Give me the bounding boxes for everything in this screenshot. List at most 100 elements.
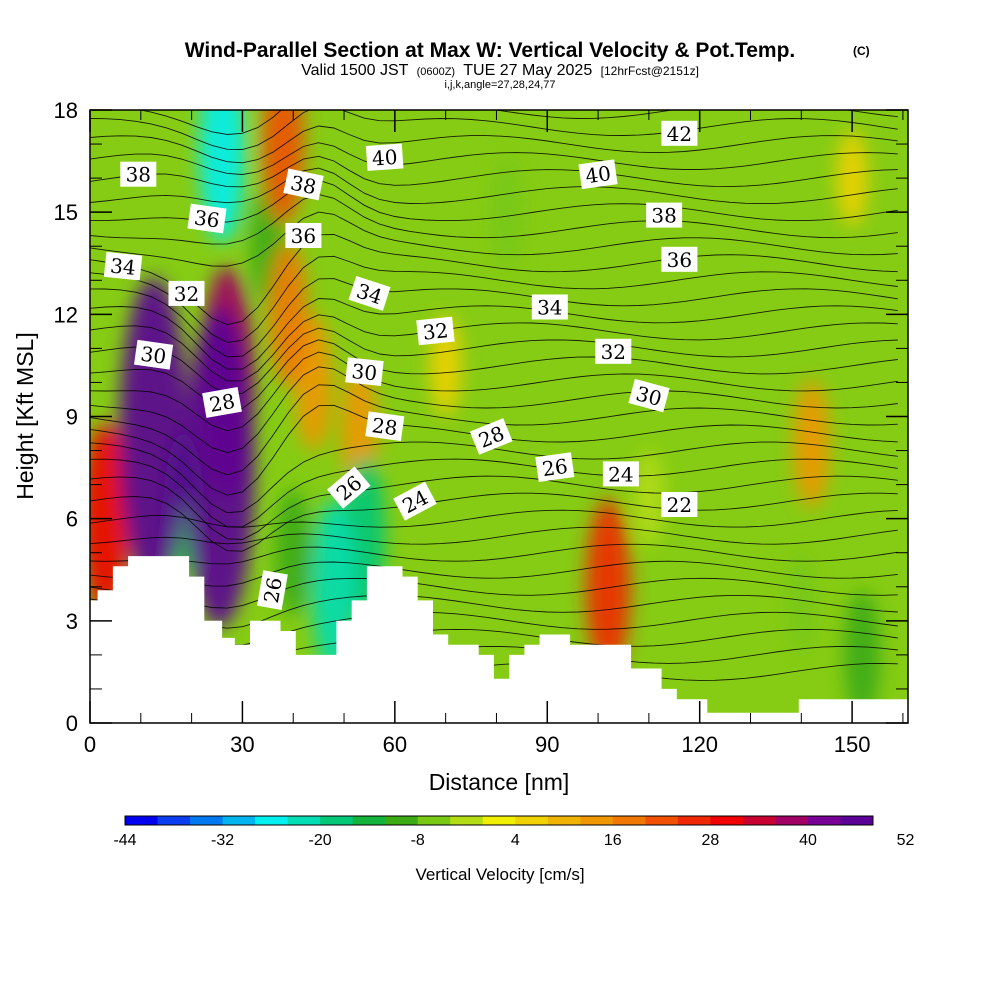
contour-label: 30 — [628, 378, 670, 413]
contour-label: 36 — [285, 223, 322, 248]
contour-label-box — [628, 378, 670, 413]
contour-label-text: 38 — [126, 163, 151, 187]
contour-label-box — [595, 338, 632, 364]
contour-label-box — [365, 411, 405, 442]
colorbar-swatch — [547, 816, 581, 825]
colorbar-swatch — [612, 816, 646, 825]
isentrope-line — [90, 492, 898, 552]
colorbar: -44 -32 -20 -8 4 16 28 40 52 — [113, 815, 915, 849]
contour-label-text: 26 — [541, 454, 570, 481]
colorbar-swatch — [157, 816, 191, 825]
isentrope-line — [90, 142, 898, 175]
x-tick-label: 0 — [84, 732, 96, 757]
valid-utc: (0600Z) — [417, 66, 456, 78]
contour-label: 26 — [535, 452, 575, 482]
contour-label: 38 — [120, 161, 157, 187]
colorbar-tick-label: 52 — [897, 832, 915, 849]
isentrope-line — [90, 314, 898, 382]
contour-label-box — [283, 168, 324, 201]
contour-label-text: 38 — [651, 204, 676, 228]
contour-label-box — [103, 251, 143, 281]
contour-label: 28 — [202, 386, 242, 418]
contour-label-text: 38 — [288, 171, 318, 200]
contour-label: 32 — [168, 280, 205, 306]
colorbar-swatch — [710, 816, 744, 825]
y-tick-label: 0 — [66, 711, 78, 736]
contour-label: 36 — [187, 203, 227, 234]
isentrope-line — [90, 255, 898, 343]
colorbar-swatch — [417, 816, 451, 825]
contour-label-text: 30 — [139, 342, 168, 369]
isentrope-line — [90, 560, 898, 587]
updraft-cell — [262, 110, 305, 225]
contour-label-text: 32 — [601, 340, 626, 364]
isentrope-line — [90, 475, 898, 540]
updraft-cell — [585, 498, 631, 675]
contour-label-box — [168, 280, 205, 306]
contour-label-box — [120, 161, 157, 187]
colorbar-swatch — [677, 816, 711, 825]
colorbar-swatch — [352, 816, 386, 825]
contour-label-text: 22 — [667, 493, 692, 517]
contour-label-text: 36 — [291, 224, 316, 248]
x-tick-label: 150 — [834, 732, 871, 757]
contour-label-text: 34 — [537, 296, 562, 320]
contour-label-box — [345, 357, 384, 387]
y-tick-label: 3 — [66, 609, 78, 634]
colorbar-swatch — [190, 816, 224, 825]
plot-area — [90, 110, 908, 723]
chart-subtitle: Valid 1500 JST (0600Z) TUE 27 May 2025 [… — [301, 62, 699, 79]
colorbar-tick-label: 4 — [511, 832, 520, 849]
contour-label-box — [256, 570, 288, 611]
y-axis-title: Height [Kft MSL] — [12, 332, 38, 499]
contour-label: 26 — [256, 570, 288, 611]
isentrope-line — [90, 577, 898, 609]
contour-label: 24 — [602, 461, 639, 487]
colorbar-tick-label: 16 — [604, 832, 622, 849]
contour-label: 34 — [103, 251, 143, 281]
isentrope-line — [90, 167, 898, 205]
updraft-cell — [119, 277, 188, 590]
contour-label: 32 — [416, 316, 455, 346]
colorbar-swatch — [515, 816, 549, 825]
contour-label-box — [393, 481, 437, 521]
isentrope-line — [90, 509, 898, 528]
contour-label-text: 32 — [422, 318, 450, 345]
contour-label-text: 30 — [350, 359, 378, 386]
contour-label-box — [365, 143, 404, 171]
isentrope-line — [90, 234, 898, 326]
isentrope-line — [90, 366, 898, 454]
colorbar-swatch — [385, 816, 419, 825]
contour-label-box — [578, 159, 618, 190]
contour-label-text: 36 — [667, 248, 692, 272]
terrain — [90, 556, 908, 723]
isentrope-line — [90, 155, 898, 188]
contour-label-box — [134, 339, 174, 370]
contour-label-text: 40 — [371, 145, 398, 171]
contour-label-text: 34 — [109, 253, 137, 280]
colorbar-swatch — [320, 816, 354, 825]
updraft-cell — [836, 130, 868, 227]
contour-label-box — [469, 418, 513, 455]
downdraft-cell — [844, 590, 881, 719]
contour-label-text: 28 — [370, 413, 399, 440]
contour-label: 38 — [646, 202, 683, 228]
contour-label-box — [285, 223, 322, 248]
colorbar-swatch — [450, 816, 484, 825]
updraft-cell — [793, 379, 830, 508]
isentrope-line — [90, 110, 898, 150]
isentrope-line — [90, 298, 898, 370]
contour-label-text: 32 — [174, 282, 199, 306]
contour-label: 38 — [283, 168, 324, 201]
colorbar-swatch — [840, 816, 874, 825]
contour-label-box — [646, 202, 683, 228]
colorbar-swatch — [742, 816, 776, 825]
chart-indices: i,j,k,angle=27,28,24,77 — [444, 79, 555, 91]
contour-label: 40 — [365, 143, 404, 171]
contour-label-box — [202, 386, 242, 418]
y-tick-label: 15 — [54, 200, 78, 225]
contour-label-text: 36 — [193, 205, 222, 232]
contour-label-box — [661, 120, 698, 146]
contour-label-box — [661, 492, 698, 517]
